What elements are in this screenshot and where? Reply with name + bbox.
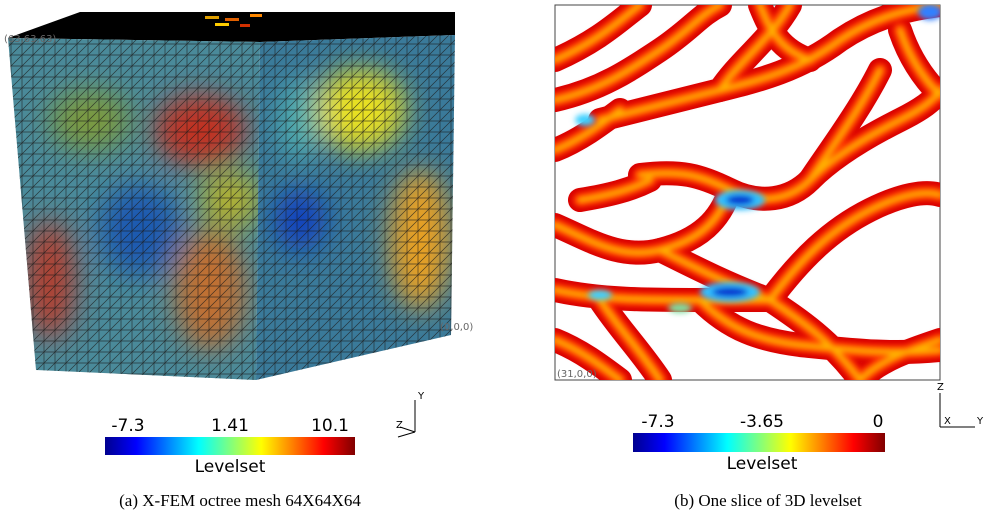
colorbar-tick: -7.3 [111, 416, 144, 436]
colorbar-tick: 0 [873, 412, 884, 432]
caption: (a) X-FEM octree mesh 64X64X64 [119, 491, 361, 510]
colorbar-tick: -7.3 [641, 412, 674, 432]
axis-label: Z [937, 382, 944, 393]
cube-top-dots [205, 14, 262, 27]
axes-triad: Y Z [396, 391, 425, 438]
corner-label: (0,0,0) [440, 322, 473, 333]
colorbar-tick: 10.1 [311, 416, 349, 436]
colorbar-tick: -3.65 [740, 412, 784, 432]
cube-right-face [256, 35, 455, 380]
corner-label: (63,63,63) [4, 34, 56, 45]
colorbar [633, 433, 885, 452]
colorbar-tick: 1.41 [211, 416, 249, 436]
colorbar [105, 437, 355, 455]
caption: (b) One slice of 3D levelset [674, 491, 862, 510]
slice-image [555, 5, 940, 380]
cube-left-face [8, 38, 260, 380]
axis-label: Y [417, 391, 425, 402]
cube-top [8, 12, 455, 42]
axis-label: Y [976, 416, 984, 427]
axes-triad: Z X Y [937, 382, 984, 428]
axis-label: Z [396, 420, 403, 431]
axis-label: X [944, 416, 951, 427]
colorbar-title: Levelset [195, 457, 266, 477]
colorbar-title: Levelset [727, 454, 798, 474]
corner-label: (31,0,0) [557, 369, 597, 380]
